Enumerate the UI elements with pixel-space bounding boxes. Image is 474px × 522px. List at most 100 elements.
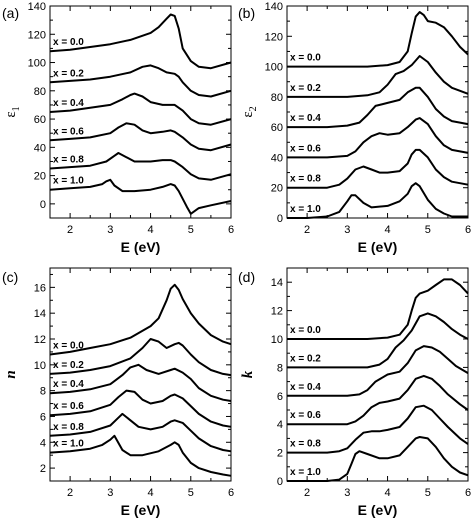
y-axis-label-symbol: ε xyxy=(240,111,256,117)
y-tick-label: 140 xyxy=(28,1,46,13)
series-label: x = 0.4 xyxy=(53,379,84,390)
x-axis-label: E (eV) xyxy=(121,502,161,518)
x-tick-label: 3 xyxy=(344,487,350,499)
x-tick-label: 6 xyxy=(465,224,471,236)
series-line xyxy=(49,434,232,477)
y-tick-label: 4 xyxy=(277,419,283,431)
x-tick-label: 4 xyxy=(384,224,390,236)
series-line xyxy=(49,338,232,377)
y-tick-label: 6 xyxy=(40,411,46,423)
x-tick-label: 3 xyxy=(107,224,113,236)
series-line xyxy=(49,152,232,181)
series-label: x = 0.8 xyxy=(290,439,321,450)
series-line xyxy=(287,86,469,129)
series-line xyxy=(287,404,469,454)
x-axis-label: E (eV) xyxy=(121,239,161,255)
series-line xyxy=(49,389,232,428)
y-axis-label: k xyxy=(240,370,256,378)
panel-label: (b) xyxy=(238,5,255,21)
y-tick-label: 0 xyxy=(277,213,283,225)
y-tick-label: 10 xyxy=(271,334,283,346)
series-line xyxy=(287,278,469,340)
series-label: x = 0.4 xyxy=(290,382,321,393)
panel-label: (a) xyxy=(2,5,19,21)
x-axis-label: E (eV) xyxy=(358,502,398,518)
x-tick-label: 4 xyxy=(147,487,153,499)
y-tick-label: 100 xyxy=(28,58,46,70)
series-label: x = 0.6 xyxy=(53,401,84,412)
series-line xyxy=(287,374,469,426)
series-label: x = 1.0 xyxy=(290,467,321,478)
y-tick-label: 60 xyxy=(34,114,46,126)
y-axis-label: n xyxy=(3,370,19,378)
y-tick-label: 60 xyxy=(271,122,283,134)
y-tick-label: 120 xyxy=(265,31,283,43)
series-label: x = 0.0 xyxy=(53,340,84,351)
series-line xyxy=(49,283,232,356)
series-label: x = 0.2 xyxy=(53,360,84,371)
y-tick-label: 14 xyxy=(271,277,283,289)
series-label: x = 1.0 xyxy=(290,204,321,215)
series-line xyxy=(287,436,469,482)
panel-label: (d) xyxy=(238,269,255,285)
y-tick-label: 8 xyxy=(277,362,283,374)
x-tick-label: 5 xyxy=(425,224,431,236)
y-tick-label: 80 xyxy=(271,92,283,104)
x-tick-label: 5 xyxy=(425,487,431,499)
y-tick-label: 14 xyxy=(34,308,46,320)
x-tick-label: 6 xyxy=(228,487,234,499)
series-label: x = 0.2 xyxy=(290,83,321,94)
series-line xyxy=(49,64,232,98)
x-tick-label: 5 xyxy=(188,224,194,236)
x-tick-label: 4 xyxy=(384,487,390,499)
y-tick-label: 8 xyxy=(40,386,46,398)
x-axis-label: E (eV) xyxy=(358,239,398,255)
series-line xyxy=(49,412,232,453)
series-label: x = 1.0 xyxy=(53,176,84,187)
series-label: x = 0.8 xyxy=(53,422,84,433)
y-tick-label: 12 xyxy=(271,306,283,318)
series-label: x = 0.6 xyxy=(290,410,321,421)
y-tick-label: 6 xyxy=(277,391,283,403)
y-axis-label-symbol: k xyxy=(240,370,256,378)
y-tick-label: 80 xyxy=(34,86,46,98)
series-label: x = 0.4 xyxy=(53,98,84,109)
y-tick-label: 2 xyxy=(277,448,283,460)
x-tick-label: 4 xyxy=(147,224,153,236)
series-line xyxy=(287,55,469,98)
x-tick-label: 2 xyxy=(67,224,73,236)
series-label: x = 0.6 xyxy=(53,126,84,137)
series-line xyxy=(49,13,232,70)
y-tick-label: 20 xyxy=(271,183,283,195)
y-tick-label: 100 xyxy=(265,62,283,74)
y-tick-label: 40 xyxy=(271,152,283,164)
y-tick-label: 16 xyxy=(34,282,46,294)
panel-label: (c) xyxy=(2,269,18,285)
series-line xyxy=(287,345,469,397)
y-tick-label: 120 xyxy=(28,29,46,41)
y-axis-label-subscript: 2 xyxy=(248,106,259,111)
series-line xyxy=(49,92,232,126)
series-label: x = 0.0 xyxy=(290,325,321,336)
series-label: x = 0.6 xyxy=(290,143,321,154)
series-line xyxy=(287,117,469,159)
series-label: x = 0.8 xyxy=(290,174,321,185)
series-label: x = 1.0 xyxy=(53,439,84,450)
series-line xyxy=(287,312,469,369)
series-line xyxy=(49,363,232,402)
y-tick-label: 2 xyxy=(40,463,46,475)
series-label: x = 0.8 xyxy=(53,155,84,166)
x-tick-label: 3 xyxy=(107,487,113,499)
y-axis-label-subscript: 1 xyxy=(11,106,22,111)
y-axis-label-symbol: n xyxy=(3,370,19,378)
x-tick-label: 2 xyxy=(304,487,310,499)
series-line xyxy=(49,178,232,215)
series-label: x = 0.2 xyxy=(53,68,84,79)
y-tick-label: 40 xyxy=(34,142,46,154)
x-tick-label: 3 xyxy=(344,224,350,236)
x-tick-label: 6 xyxy=(465,487,471,499)
plot-frame xyxy=(286,267,469,482)
x-tick-label: 6 xyxy=(228,224,234,236)
y-tick-label: 0 xyxy=(40,199,46,211)
